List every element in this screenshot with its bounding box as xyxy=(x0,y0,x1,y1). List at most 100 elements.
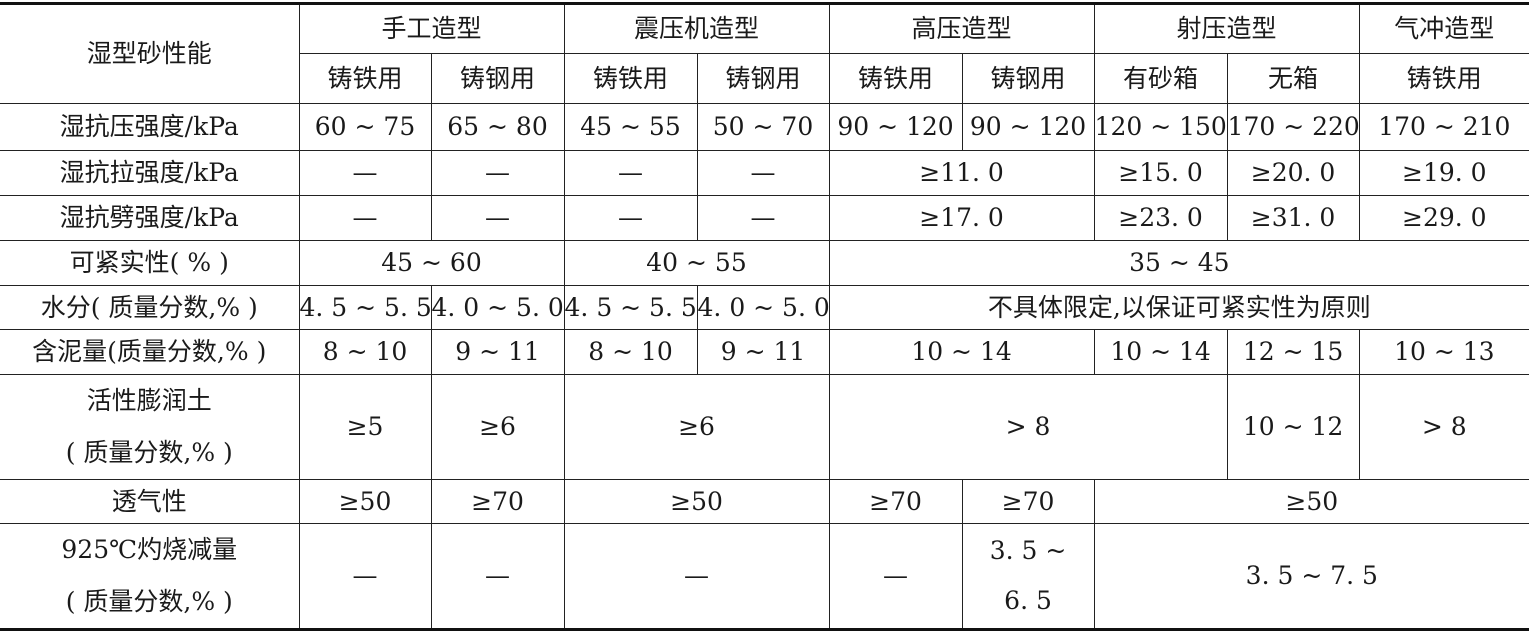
row-label: 水分( 质量分数,% ) xyxy=(0,285,300,330)
cell: ≥70 xyxy=(961,479,1095,524)
cell: — xyxy=(430,150,565,196)
header-sub: 铸铁用 xyxy=(1358,53,1529,104)
cell: 4. 5 ~ 5. 5 xyxy=(563,285,698,330)
row-label: 925℃灼烧减量 ( 质量分数,% ) xyxy=(0,523,300,630)
cell: 12 ~ 15 xyxy=(1226,329,1360,375)
cell: 50 ~ 70 xyxy=(696,103,830,151)
header-group-shoot-squeeze: 射压造型 xyxy=(1093,3,1360,54)
table-row: 含泥量(质量分数,% ) 8 ~ 10 9 ~ 11 8 ~ 10 9 ~ 11… xyxy=(0,329,1529,375)
header-sub: 铸钢用 xyxy=(430,53,565,104)
cell: 8 ~ 10 xyxy=(563,329,698,375)
cell: 45 ~ 60 xyxy=(298,240,565,286)
table-row: 925℃灼烧减量 ( 质量分数,% ) — — — — 3. 5 ~ 6. 5 3.… xyxy=(0,523,1529,630)
row-label-line: 925℃灼烧减量 xyxy=(61,535,238,564)
row-label: 湿抗劈强度/kPa xyxy=(0,195,300,241)
cell: 4. 0 ~ 5. 0 xyxy=(430,285,565,330)
row-label-line: ( 质量分数,% ) xyxy=(65,587,233,616)
row-label: 可紧实性( % ) xyxy=(0,240,300,286)
table-row: 水分( 质量分数,% ) 4. 5 ~ 5. 5 4. 0 ~ 5. 0 4. … xyxy=(0,285,1529,330)
header-group-jolt-squeeze: 震压机造型 xyxy=(563,3,830,54)
cell: ≥19. 0 xyxy=(1358,150,1529,196)
cell: ≥29. 0 xyxy=(1358,195,1529,241)
cell-line: 6. 5 xyxy=(1004,586,1052,615)
row-label: 透气性 xyxy=(0,479,300,524)
cell: — xyxy=(563,150,698,196)
cell: 3. 5 ~ 7. 5 xyxy=(1093,523,1529,630)
header-sub: 铸钢用 xyxy=(961,53,1095,104)
cell: — xyxy=(430,523,565,630)
cell: 10 ~ 14 xyxy=(1093,329,1228,375)
header-sub: 铸铁用 xyxy=(828,53,963,104)
table-row: 湿抗劈强度/kPa — — — — ≥17. 0 ≥23. 0 ≥31. 0 ≥… xyxy=(0,195,1529,241)
cell: 4. 5 ~ 5. 5 xyxy=(298,285,432,330)
table-row: 透气性 ≥50 ≥70 ≥50 ≥70 ≥70 ≥50 xyxy=(0,479,1529,524)
table-row: 湿抗拉强度/kPa — — — — ≥11. 0 ≥15. 0 ≥20. 0 ≥… xyxy=(0,150,1529,196)
row-label-line: 活性膨润土 xyxy=(86,386,212,415)
cell: 8 ~ 10 xyxy=(298,329,432,375)
cell: ≥50 xyxy=(298,479,432,524)
cell: 90 ~ 120 xyxy=(961,103,1095,151)
cell: 10 ~ 14 xyxy=(828,329,1095,375)
cell: ≥70 xyxy=(430,479,565,524)
cell: 45 ~ 55 xyxy=(563,103,698,151)
row-label: 活性膨润土 ( 质量分数,% ) xyxy=(0,374,300,480)
cell: 65 ~ 80 xyxy=(430,103,565,151)
cell: 90 ~ 120 xyxy=(828,103,963,151)
cell: ≥23. 0 xyxy=(1093,195,1228,241)
cell: 9 ~ 11 xyxy=(430,329,565,375)
cell: > 8 xyxy=(1358,374,1529,480)
cell: — xyxy=(430,195,565,241)
cell: ≥50 xyxy=(1093,479,1529,524)
header-sub: 有砂箱 xyxy=(1093,53,1228,104)
cell: — xyxy=(563,195,698,241)
cell: 170 ~ 220 xyxy=(1226,103,1360,151)
cell: 60 ~ 75 xyxy=(298,103,432,151)
cell: 不具体限定,以保证可紧实性为原则 xyxy=(828,285,1529,330)
cell: — xyxy=(298,195,432,241)
row-label: 含泥量(质量分数,% ) xyxy=(0,329,300,375)
cell: 170 ~ 210 xyxy=(1358,103,1529,151)
cell: ≥70 xyxy=(828,479,963,524)
cell: ≥5 xyxy=(298,374,432,480)
row-label-line: ( 质量分数,% ) xyxy=(65,438,233,467)
cell: ≥6 xyxy=(430,374,565,480)
cell: — xyxy=(828,523,963,630)
cell: ≥31. 0 xyxy=(1226,195,1360,241)
header-group-air-impact: 气冲造型 xyxy=(1358,3,1529,54)
cell: > 8 xyxy=(828,374,1228,480)
cell: ≥50 xyxy=(563,479,830,524)
cell: ≥11. 0 xyxy=(828,150,1095,196)
table-row: 湿抗压强度/kPa 60 ~ 75 65 ~ 80 45 ~ 55 50 ~ 7… xyxy=(0,103,1529,151)
header-sub: 铸钢用 xyxy=(696,53,830,104)
header-row-groups: 湿型砂性能 手工造型 震压机造型 高压造型 射压造型 气冲造型 xyxy=(0,3,1529,104)
cell: 10 ~ 12 xyxy=(1226,374,1360,480)
cell: 3. 5 ~ 6. 5 xyxy=(961,523,1095,630)
cell: ≥6 xyxy=(563,374,830,480)
header-sub: 铸铁用 xyxy=(299,53,432,104)
row-label: 湿抗拉强度/kPa xyxy=(0,150,300,196)
cell: 35 ~ 45 xyxy=(828,240,1529,286)
cell: — xyxy=(563,523,830,630)
cell: 40 ~ 55 xyxy=(563,240,830,286)
header-row-subs: 铸铁用 铸钢用 铸铁用 铸钢用 铸铁用 铸钢用 有砂箱 无箱 铸铁用 xyxy=(0,53,1529,104)
cell: — xyxy=(298,523,432,630)
table-row: 可紧实性( % ) 45 ~ 60 40 ~ 55 35 ~ 45 xyxy=(0,240,1529,286)
cell-line: 3. 5 ~ xyxy=(989,536,1067,565)
header-sub: 铸铁用 xyxy=(563,53,698,104)
cell: ≥20. 0 xyxy=(1226,150,1360,196)
table-row: 活性膨润土 ( 质量分数,% ) ≥5 ≥6 ≥6 > 8 10 ~ 12 > 8 xyxy=(0,374,1529,480)
cell: 10 ~ 13 xyxy=(1358,329,1529,375)
row-label: 湿抗压强度/kPa xyxy=(0,103,300,151)
header-property: 湿型砂性能 xyxy=(0,3,300,104)
header-group-high-pressure: 高压造型 xyxy=(828,3,1095,54)
cell: — xyxy=(696,195,830,241)
cell: — xyxy=(696,150,830,196)
cell: — xyxy=(298,150,432,196)
cell: 4. 0 ~ 5. 0 xyxy=(696,285,830,330)
cell: ≥17. 0 xyxy=(828,195,1095,241)
cell: 9 ~ 11 xyxy=(696,329,830,375)
header-sub: 无箱 xyxy=(1226,53,1360,104)
header-group-manual: 手工造型 xyxy=(298,3,565,54)
cell: 120 ~ 150 xyxy=(1093,103,1228,151)
